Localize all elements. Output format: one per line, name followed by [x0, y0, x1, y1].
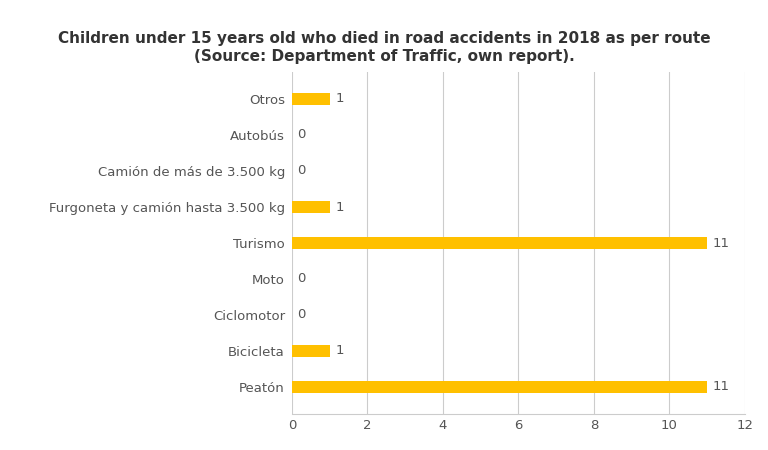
Bar	[292, 201, 329, 213]
Text: 11: 11	[713, 237, 730, 249]
Text: 0: 0	[297, 165, 306, 177]
Text: 1: 1	[336, 201, 344, 213]
Text: 11: 11	[713, 381, 730, 393]
Text: Children under 15 years old who died in road accidents in 2018 as per route
(Sou: Children under 15 years old who died in …	[58, 32, 710, 64]
Bar	[292, 93, 329, 105]
Text: 1: 1	[336, 93, 344, 105]
Text: 1: 1	[336, 345, 344, 357]
Bar	[292, 381, 707, 393]
Text: 0: 0	[297, 129, 306, 141]
Bar	[292, 345, 329, 357]
Text: 0: 0	[297, 273, 306, 285]
Text: 0: 0	[297, 309, 306, 321]
Bar	[292, 237, 707, 249]
